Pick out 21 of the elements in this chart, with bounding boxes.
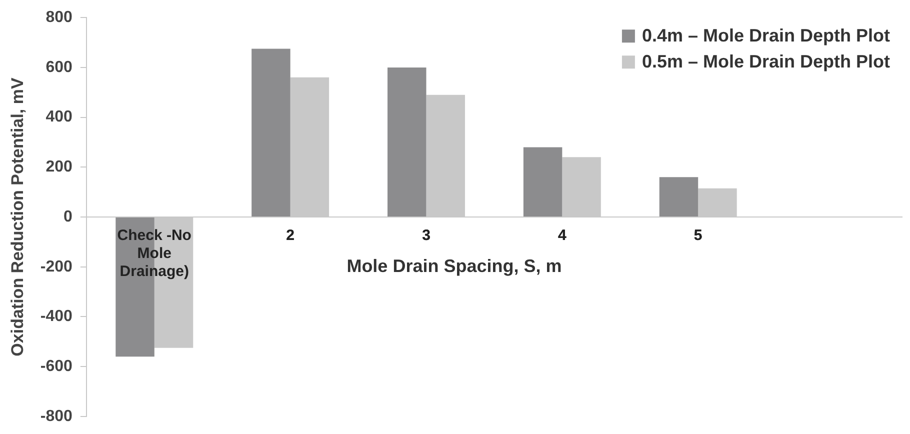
y-axis-title: Oxidation Reduction Potential, mV (8, 77, 27, 356)
y-tick-label: -600 (40, 358, 73, 375)
bar (523, 147, 562, 216)
y-tick-label: -400 (40, 308, 73, 326)
bar (388, 67, 426, 216)
legend-label: 0.5m – Mole Drain Depth Plot (642, 52, 890, 72)
x-tick-label: 3 (422, 227, 430, 244)
y-tick-label: 400 (46, 108, 73, 126)
bar (252, 48, 290, 216)
bar (659, 177, 698, 216)
y-tick-label: 800 (46, 9, 73, 26)
legend-label: 0.4m – Mole Drain Depth Plot (642, 26, 890, 46)
x-axis-title: Mole Drain Spacing, S, m (346, 256, 562, 276)
y-tick-label: 600 (46, 58, 73, 76)
y-tick-label: 200 (46, 158, 73, 176)
y-tick-label: 0 (64, 208, 73, 226)
x-tick-label: 2 (286, 227, 294, 244)
y-tick-label: -200 (40, 258, 73, 276)
x-tick-label: 4 (558, 227, 568, 244)
y-tick-label: -800 (40, 408, 73, 425)
x-tick-label: 5 (694, 227, 702, 244)
